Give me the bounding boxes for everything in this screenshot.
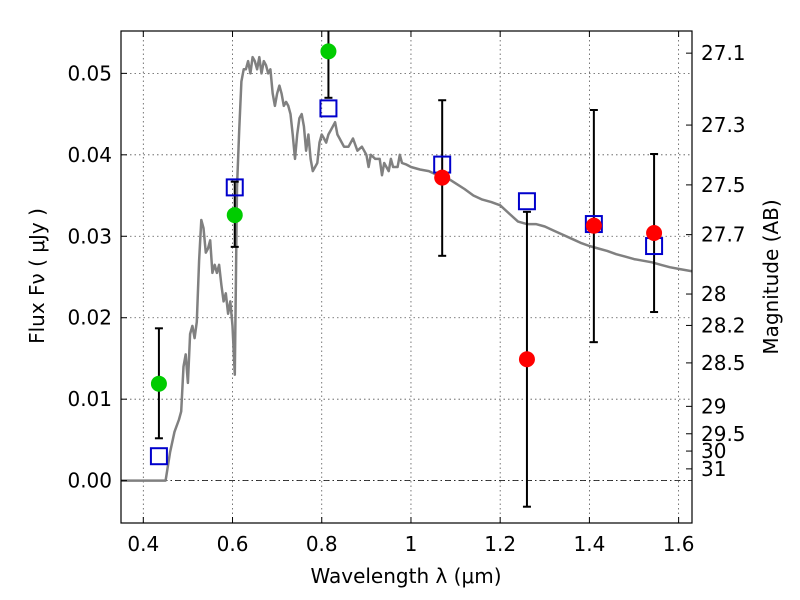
x-tick-label: 0.8 [306, 532, 338, 556]
square-marker [149, 447, 168, 466]
x-tick-label: 0.4 [127, 532, 159, 556]
y-tick-label: 0.03 [67, 224, 112, 248]
square-marker [319, 99, 338, 118]
circle-marker [518, 351, 535, 368]
right-tick-label: 29 [701, 394, 726, 418]
square-marker [517, 192, 536, 211]
right-tick-label: 27.5 [701, 173, 746, 197]
y-tick-label: 0.01 [67, 387, 112, 411]
right-tick-label: 27.7 [701, 223, 746, 247]
circle-marker [646, 225, 663, 242]
x-tick-label: 1 [405, 532, 418, 556]
right-tick-label: 30 [701, 439, 726, 463]
plot-frame [120, 30, 693, 524]
x-tick-label: 1.2 [484, 532, 516, 556]
x-tick-label: 1.6 [663, 532, 695, 556]
grid [121, 31, 692, 523]
right-tick-label: 31 [701, 457, 726, 481]
x-tick-label: 1.4 [573, 532, 605, 556]
circle-marker [585, 217, 602, 234]
square-marker [225, 178, 244, 197]
y-axis-label: Flux Fν ( μJy ) [25, 208, 49, 344]
x-axis-ticks: 0.4 0.6 0.8 1 1.2 1.4 1.6 [127, 31, 695, 556]
right-tick-label: 29.5 [701, 422, 746, 446]
circle-marker [320, 43, 337, 60]
y-axis-ticks: 0.00 0.01 0.02 0.03 0.04 0.05 [67, 61, 127, 493]
right-tick-label: 28.5 [701, 351, 746, 375]
y-tick-label: 0.02 [67, 306, 112, 330]
circle-marker [434, 169, 451, 186]
y-tick-label: 0.00 [67, 469, 112, 493]
spectrum-line [121, 55, 692, 482]
right-tick-label: 27.3 [701, 113, 746, 137]
x-tick-label: 0.6 [217, 532, 249, 556]
observed-photometry-markers [150, 43, 663, 392]
right-tick-label: 28.2 [701, 313, 746, 337]
circle-marker [226, 207, 243, 224]
circle-marker [150, 375, 167, 392]
model-spectrum [121, 55, 692, 482]
right-tick-label: 28 [701, 282, 726, 306]
x-axis-label: Wavelength λ (μm) [310, 564, 501, 588]
right-tick-label: 27.1 [701, 41, 746, 65]
error-bars [154, 31, 659, 508]
y-tick-label: 0.04 [67, 143, 112, 167]
y-tick-label: 0.05 [67, 61, 112, 85]
right-axis-label: Magnitude (AB) [759, 199, 783, 354]
